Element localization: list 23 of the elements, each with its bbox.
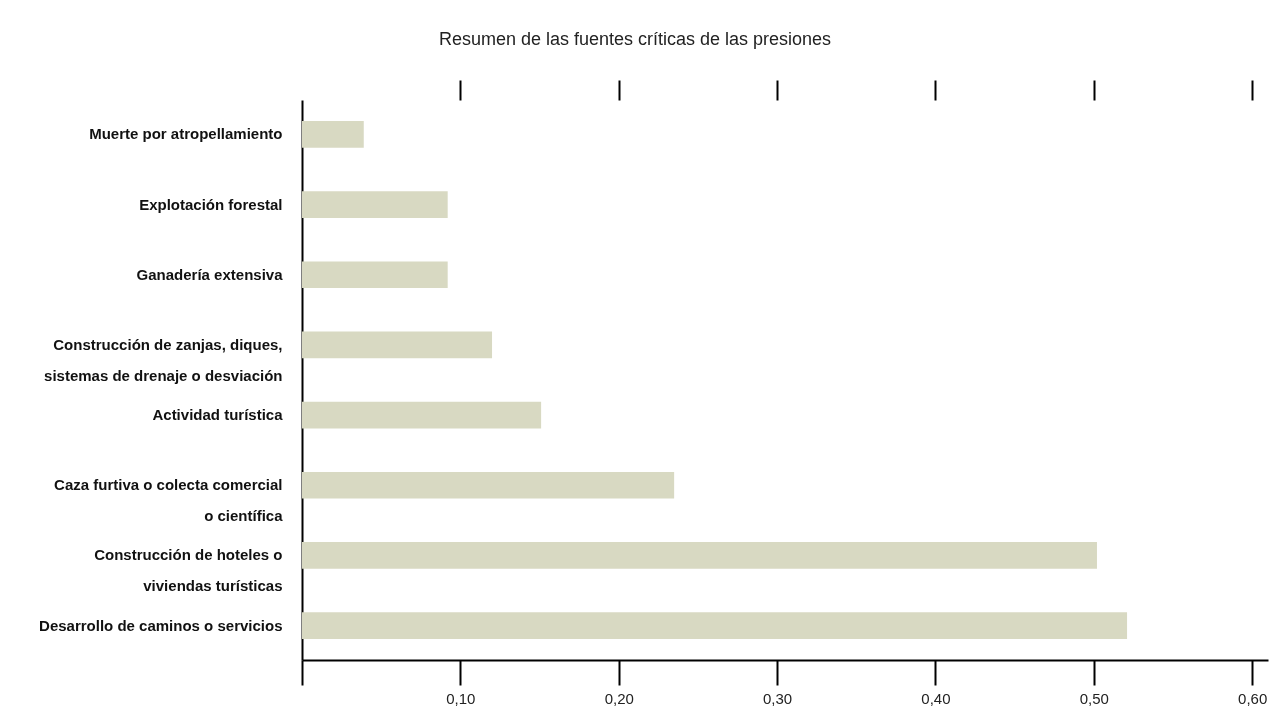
y-tick-label: Desarrollo de caminos o servicios bbox=[39, 616, 283, 634]
x-tick-label: 0,40 bbox=[921, 689, 951, 707]
chart-title: Resumen de las fuentes críticas de las presiones bbox=[438, 29, 832, 49]
bar bbox=[302, 261, 448, 289]
y-tick-label: Construcción de zanjas, diques, sistemas de drenaje o desviación bbox=[44, 335, 283, 384]
x-tick-label: 0,20 bbox=[604, 689, 634, 707]
bar bbox=[302, 542, 1097, 569]
bar bbox=[302, 401, 542, 429]
y-tick-label: Caza furtiva o colecta comercial o científica bbox=[54, 476, 284, 525]
bar bbox=[302, 191, 448, 218]
x-tick-label: 0,50 bbox=[1079, 689, 1109, 707]
x-tick-label: 0,60 bbox=[1238, 689, 1268, 707]
x-tick-label: 0,30 bbox=[762, 689, 793, 707]
y-tick-label: Explotación forestal bbox=[139, 195, 283, 213]
y-tick-label: Construcción de hoteles o viviendas turísticas bbox=[94, 546, 283, 595]
bar bbox=[302, 471, 675, 499]
bar bbox=[302, 121, 364, 148]
x-tick-label: 0,10 bbox=[446, 689, 476, 707]
y-tick-label: Muerte por atropellamiento bbox=[89, 125, 283, 143]
y-tick-label: Ganadería extensiva bbox=[136, 265, 284, 283]
bar bbox=[302, 612, 1128, 639]
y-tick-label: Actividad turística bbox=[152, 406, 284, 424]
bar bbox=[302, 331, 493, 359]
